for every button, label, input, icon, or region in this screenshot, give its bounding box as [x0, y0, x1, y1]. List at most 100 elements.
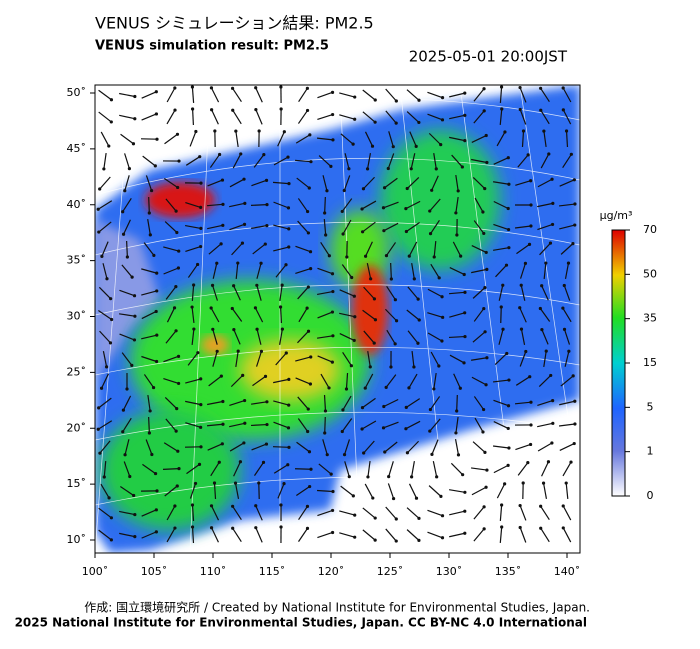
wind-arrow-head [133, 314, 137, 318]
wind-arrow-head [254, 504, 258, 508]
wind-arrow-head [176, 185, 180, 190]
wind-arrow-head [287, 445, 291, 449]
wind-arrow [212, 351, 218, 367]
wind-arrow-head [109, 98, 114, 102]
lat-tick-label: 30˚ [67, 310, 87, 323]
wind-arrow [185, 202, 201, 208]
wind-arrow-head [305, 86, 309, 90]
wind-arrow [492, 379, 510, 383]
wind-arrow-head [485, 468, 489, 472]
wind-arrow [342, 351, 352, 367]
wind-arrow [472, 331, 486, 343]
wind-arrow-head [550, 177, 554, 181]
wind-arrow-head [147, 431, 151, 435]
colorbar-tick-label: 0 [647, 489, 654, 502]
wind-arrow-head [566, 261, 571, 265]
wind-arrow-head [382, 186, 387, 190]
wind-arrow [119, 114, 135, 120]
wind-arrow-head [284, 263, 288, 267]
wind-arrow [98, 111, 112, 123]
wind-arrow [385, 110, 397, 124]
wind-arrow [407, 330, 419, 344]
wind-arrow [185, 378, 201, 384]
wind-arrow [365, 241, 373, 257]
wind-arrow [362, 309, 376, 321]
wind-arrow [297, 220, 309, 234]
wind-arrow-head [279, 503, 283, 507]
wind-arrow [345, 372, 349, 390]
wind-arrow [119, 333, 135, 341]
wind-arrow-head [329, 472, 333, 476]
wind-arrow-head [366, 475, 370, 479]
wind-arrow [472, 441, 486, 453]
wind-arrow [185, 245, 201, 253]
wind-arrow [363, 330, 375, 344]
wind-arrow-head [97, 406, 101, 410]
lon-tick-label: 135˚ [495, 565, 522, 578]
wind-arrow-head [482, 87, 486, 91]
wind-arrow [409, 131, 417, 147]
wind-arrow-head [131, 142, 136, 146]
wind-arrow-head [107, 144, 111, 148]
wind-arrow [449, 354, 465, 364]
wind-arrow-head [360, 406, 365, 410]
wind-arrow [273, 246, 289, 252]
wind-arrow [470, 467, 488, 471]
wind-arrow-head [417, 538, 421, 542]
wind-arrow [542, 483, 548, 499]
wind-arrow [279, 306, 283, 324]
wind-arrow [229, 442, 245, 452]
wind-arrow-head [190, 525, 195, 529]
wind-arrow [250, 204, 268, 206]
wind-arrow-head [410, 475, 414, 479]
wind-arrow [408, 373, 418, 389]
wind-arrow-head [254, 526, 258, 530]
wind-arrow [166, 527, 176, 543]
wind-arrow-head [123, 453, 127, 457]
wind-arrow-head [404, 405, 408, 409]
wind-arrow-head [329, 164, 333, 168]
wind-arrow [166, 87, 176, 103]
wind-arrow [165, 330, 177, 344]
wind-arrow-head [372, 341, 376, 345]
wind-arrow-head [282, 130, 286, 134]
wind-arrow-head [394, 319, 399, 323]
wind-arrow-head [363, 386, 367, 390]
wind-arrow [543, 262, 547, 280]
wind-arrow-head [210, 108, 214, 112]
wind-arrow-head [99, 386, 104, 390]
wind-arrow-head [327, 254, 331, 258]
wind-arrow-head [307, 186, 311, 190]
wind-arrow [452, 241, 462, 257]
wind-arrow-head [416, 297, 420, 301]
wind-arrow-head [330, 272, 335, 276]
wind-arrow-head [573, 422, 577, 426]
wind-arrow-head [546, 460, 551, 464]
lon-tick-label: 100˚ [82, 565, 109, 578]
wind-arrow [341, 198, 353, 212]
wind-arrow-head [417, 516, 421, 520]
wind-arrow-head [561, 526, 565, 530]
wind-arrow-head [149, 188, 154, 193]
wind-arrow-head [456, 453, 461, 457]
wind-arrow-head [175, 230, 179, 235]
wind-arrow-head [506, 156, 510, 160]
wind-arrow [388, 131, 394, 147]
wind-arrow [362, 111, 376, 123]
wind-arrow-head [174, 209, 178, 213]
wind-arrow [515, 376, 531, 386]
wind-arrow-head [282, 481, 286, 486]
wind-arrow [427, 91, 443, 99]
wind-arrow [341, 418, 353, 432]
wind-arrow [383, 201, 399, 209]
wind-arrow-head [342, 453, 347, 457]
wind-arrow [471, 245, 487, 253]
wind-arrow-head [518, 85, 522, 90]
wind-arrow-head [196, 351, 200, 355]
wind-arrow [101, 241, 109, 257]
wind-arrow [565, 130, 569, 148]
wind-arrow [256, 351, 262, 367]
wind-arrow [407, 286, 419, 300]
wind-arrow-head [571, 242, 575, 246]
wind-arrow [235, 350, 239, 368]
